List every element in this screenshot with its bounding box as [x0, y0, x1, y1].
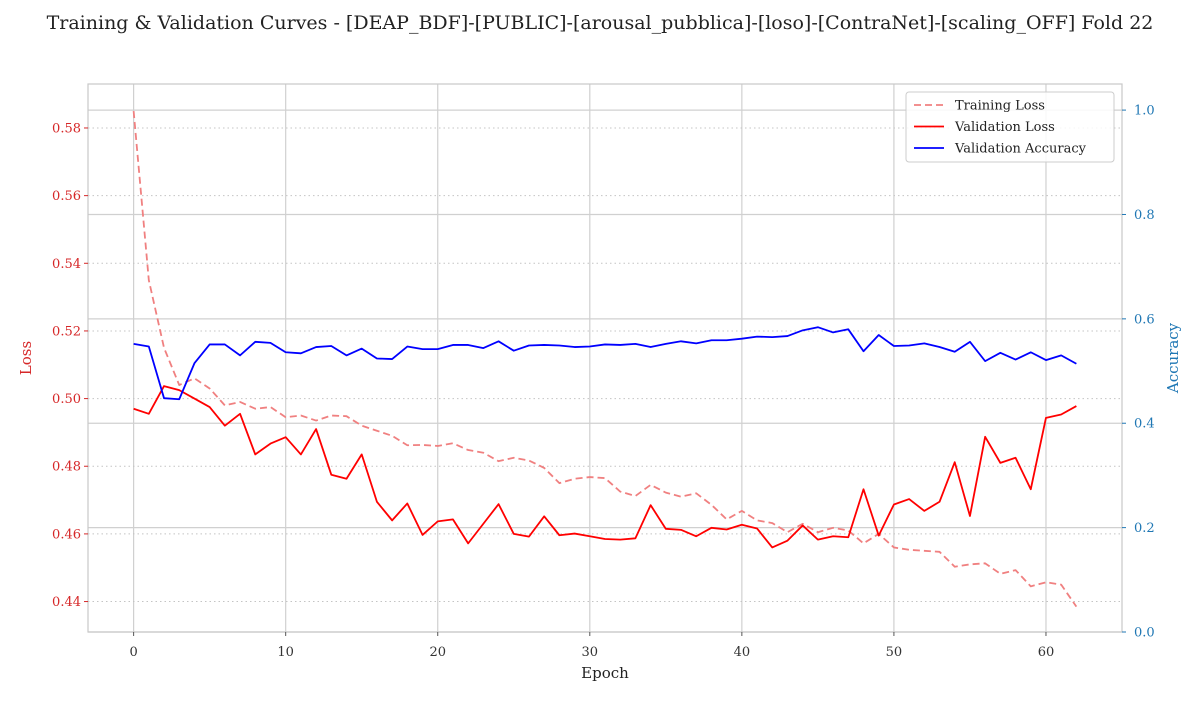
- y-left-tick-label: 0.44: [52, 595, 81, 610]
- y-left-tick-label: 0.50: [52, 392, 81, 407]
- legend-label-validation-accuracy: Validation Accuracy: [954, 142, 1087, 157]
- x-tick-label: 0: [129, 645, 137, 660]
- series-layer: [132, 110, 1078, 608]
- y-left-tick-label: 0.58: [52, 121, 81, 136]
- training-loss-line: [132, 110, 1078, 608]
- y-right-tick-label: 0.2: [1134, 521, 1155, 536]
- x-axis-ticks: 0 10 20 30 40 50 60: [129, 632, 1054, 660]
- validation-loss-line: [133, 385, 1077, 549]
- legend-label-validation-loss: Validation Loss: [954, 120, 1055, 135]
- y-right-tick-label: 0.6: [1134, 312, 1155, 327]
- y-left-tick-label: 0.48: [52, 460, 81, 475]
- x-tick-label: 60: [1038, 645, 1055, 660]
- y-left-tick-label: 0.46: [52, 527, 81, 542]
- legend-box: [905, 91, 1115, 163]
- x-tick-label: 40: [734, 645, 751, 660]
- y-right-axis-ticks: 0.0 0.2 0.4 0.6 0.8 1.0: [1122, 104, 1155, 641]
- y-right-axis-label: Accuracy: [1164, 322, 1182, 394]
- y-right-tick-label: 1.0: [1134, 104, 1155, 119]
- y-right-tick-label: 0.4: [1134, 417, 1155, 432]
- legend-label-training-loss: Training Loss: [955, 99, 1045, 114]
- plot-frame: [87, 83, 1123, 633]
- x-tick-label: 10: [277, 645, 294, 660]
- x-tick-label: 30: [582, 645, 599, 660]
- y-left-tick-label: 0.56: [52, 189, 81, 204]
- y-left-axis-ticks: 0.44 0.46 0.48 0.50 0.52 0.54 0.56 0.58: [52, 121, 88, 610]
- x-tick-label: 50: [886, 645, 903, 660]
- chart-title: Training & Validation Curves - [DEAP_BDF…: [47, 12, 1154, 34]
- y-left-axis-label: Loss: [17, 341, 35, 375]
- y-right-tick-label: 0.0: [1134, 626, 1155, 641]
- x-tick-label: 20: [429, 645, 446, 660]
- y-left-tick-label: 0.54: [52, 257, 81, 272]
- y-right-tick-label: 0.8: [1134, 208, 1155, 223]
- grid-layer: [88, 84, 1122, 633]
- x-axis-label: Epoch: [581, 664, 629, 682]
- validation-accuracy-line: [133, 326, 1077, 401]
- legend: Training Loss Validation Loss Validation A…: [905, 91, 1115, 163]
- y-left-tick-label: 0.52: [52, 324, 81, 339]
